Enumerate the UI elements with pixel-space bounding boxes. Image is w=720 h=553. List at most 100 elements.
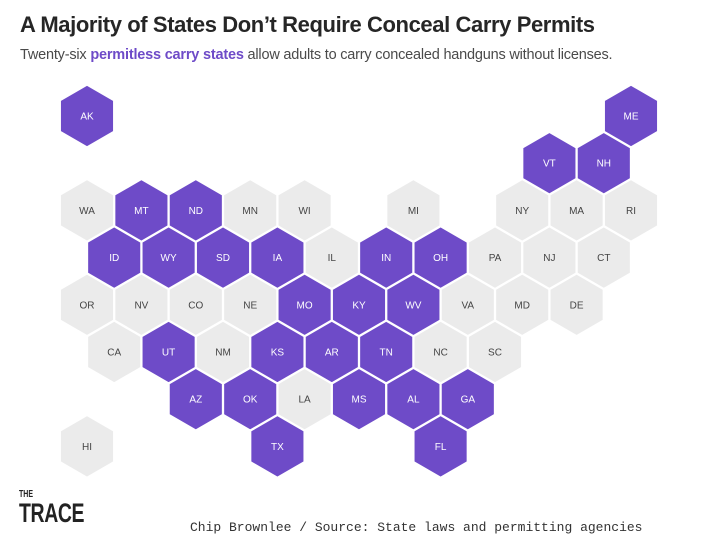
state-label: WA (79, 206, 95, 217)
state-tile-mt: MT (113, 178, 169, 243)
state-tile-nc: NC (413, 320, 469, 384)
state-tile-ca: CA (86, 320, 142, 384)
state-tile-ar: AR (304, 320, 360, 384)
state-tile-mo: MO (277, 272, 333, 337)
state-label: UT (162, 348, 175, 359)
state-tile-ms: MS (331, 367, 387, 432)
state-hexagon (521, 225, 577, 290)
state-hexagon (521, 131, 577, 196)
state-tile-al: AL (385, 367, 441, 432)
state-hexagon (413, 225, 469, 290)
state-label: CA (107, 348, 121, 359)
state-hexagon (249, 414, 305, 479)
state-label: AZ (189, 395, 202, 406)
state-hexagon (494, 272, 550, 337)
state-hexagon (413, 320, 469, 384)
state-label: KS (271, 348, 285, 359)
state-hexagon (168, 178, 224, 243)
state-tile-sd: SD (195, 225, 251, 290)
state-label: NJ (543, 253, 555, 264)
state-label: OH (433, 253, 448, 264)
state-tile-co: CO (168, 272, 224, 337)
state-label: PA (489, 253, 502, 264)
state-label: NE (243, 300, 257, 311)
state-hexagon (440, 367, 496, 432)
state-label: SC (488, 348, 502, 359)
state-hexagon (59, 414, 115, 479)
state-label: DE (570, 300, 584, 311)
state-hexagon (168, 367, 224, 432)
state-hexagon (413, 414, 469, 479)
subtitle: Twenty-six permitless carry states allow… (20, 47, 613, 63)
state-hexagon (222, 367, 278, 432)
state-tile-mn: MN (222, 178, 278, 243)
state-tile-ny: NY (494, 178, 550, 243)
state-hexagon (113, 178, 169, 243)
state-label: MN (242, 206, 258, 217)
state-hexagon (304, 225, 360, 290)
state-hexagon (195, 225, 251, 290)
state-hexagon (277, 178, 333, 243)
state-hexagon (385, 178, 441, 243)
state-label: CT (597, 253, 610, 264)
state-hexagon (141, 225, 197, 290)
state-tile-mi: MI (385, 178, 441, 243)
state-label: CO (188, 300, 203, 311)
state-tile-ok: OK (222, 367, 278, 432)
source-credit: Chip Brownlee / Source: State laws and p… (190, 520, 643, 535)
state-tile-il: IL (304, 225, 360, 290)
state-label: MO (297, 300, 313, 311)
state-hexagon (331, 367, 387, 432)
state-hexagon (113, 272, 169, 337)
state-label: HI (82, 442, 92, 453)
state-tile-ga: GA (440, 367, 496, 432)
state-hexagon (141, 320, 197, 384)
logo-line-trace: TRACE (19, 498, 85, 528)
state-label: LA (298, 395, 311, 406)
state-label: ID (109, 253, 119, 264)
state-hexagon (385, 367, 441, 432)
state-tile-wa: WA (59, 178, 115, 243)
state-tile-vt: VT (521, 131, 577, 196)
state-hexagon (86, 225, 142, 290)
state-hexagon (549, 178, 605, 243)
state-label: OR (80, 300, 95, 311)
state-tile-ks: KS (249, 320, 305, 384)
state-label: TX (271, 442, 284, 453)
state-hexagon (385, 272, 441, 337)
state-label: KY (352, 300, 366, 311)
state-label: MI (408, 206, 419, 217)
state-label: NH (597, 159, 611, 170)
state-label: SD (216, 253, 230, 264)
state-tile-ky: KY (331, 272, 387, 337)
state-hexagon (467, 320, 523, 384)
state-label: MD (514, 300, 530, 311)
state-tile-nj: NJ (521, 225, 577, 290)
state-hexagon (249, 225, 305, 290)
state-label: MA (569, 206, 584, 217)
state-label: AL (407, 395, 420, 406)
state-label: IL (328, 253, 337, 264)
state-label: NM (215, 348, 231, 359)
state-hexagon (249, 320, 305, 384)
state-label: IN (381, 253, 391, 264)
state-label: MT (134, 206, 148, 217)
state-label: RI (626, 206, 636, 217)
state-label: WI (298, 206, 310, 217)
state-tile-ut: UT (141, 320, 197, 384)
state-tile-id: ID (86, 225, 142, 290)
state-tile-oh: OH (413, 225, 469, 290)
state-tile-wi: WI (277, 178, 333, 243)
state-tile-ri: RI (603, 178, 659, 243)
state-tile-or: OR (59, 272, 115, 337)
state-hexagon (467, 225, 523, 290)
state-hexagon (603, 84, 659, 148)
state-hexagon (549, 272, 605, 337)
state-label: WY (161, 253, 177, 264)
state-label: VA (461, 300, 474, 311)
state-label: AR (325, 348, 339, 359)
state-tile-fl: FL (413, 414, 469, 479)
state-tile-tn: TN (358, 320, 414, 384)
state-tile-ct: CT (576, 225, 632, 290)
